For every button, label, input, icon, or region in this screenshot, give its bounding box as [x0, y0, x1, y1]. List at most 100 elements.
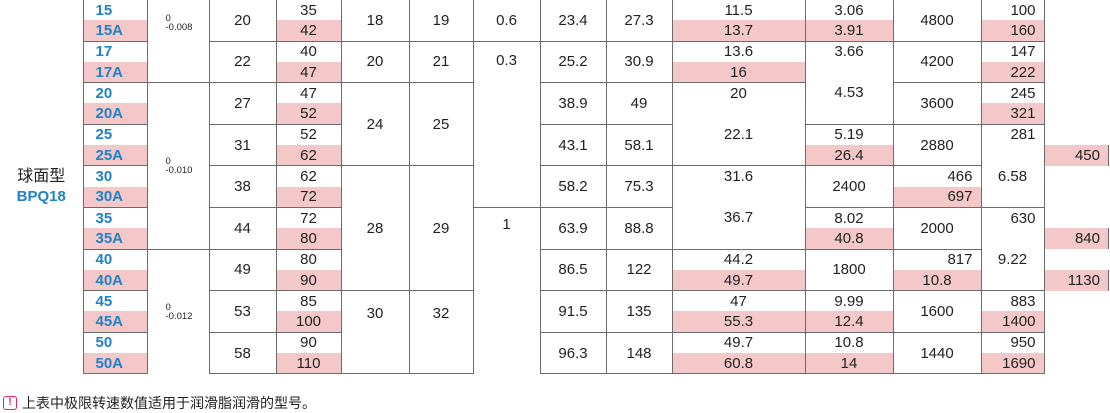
cell-c2: 62 [275, 165, 342, 187]
cell-c9: 10.8 [804, 331, 894, 354]
cell-c2: 85 [275, 290, 342, 312]
model-code: 20A [82, 103, 148, 125]
cell-c3: 24 [340, 82, 410, 167]
tolerance-upper: 0 [165, 13, 171, 24]
cell-c6: 91.5 [539, 290, 607, 333]
cell-c11: 1690 [980, 353, 1045, 375]
cell-c8: 60.8 [671, 353, 806, 375]
cell-c1: 44 [208, 206, 277, 250]
cell-c11: 245 [980, 82, 1045, 104]
cell-c2: 90 [275, 331, 342, 354]
cell-c9: 3.91 [804, 20, 894, 42]
cell-c5: 0.6 [472, 0, 541, 42]
tolerance-cell: 0 -0.010 [146, 82, 210, 250]
cell-c3: 30 [340, 290, 410, 375]
cell-c2: 80 [275, 248, 342, 270]
cell-c9: 14 [804, 353, 894, 375]
tolerance-lower: -0.008 [165, 22, 193, 33]
cell-c7: 75.3 [605, 165, 673, 208]
cell-c1: 49 [208, 248, 277, 292]
tolerance-lower: -0.012 [165, 310, 193, 322]
cell-c11: 160 [980, 20, 1045, 42]
model-code: 30 [82, 165, 148, 187]
cell-c9: 3.66 [804, 40, 894, 62]
cell-c4: 32 [408, 290, 474, 375]
category-code: BPQ18 [16, 187, 66, 205]
cell-c9: 5.19 [804, 123, 894, 146]
model-code: 17 [82, 40, 148, 62]
footnote: ! 上表中极限转速数值适用于润滑脂润滑的型号。 [3, 393, 316, 413]
cell-c4: 21 [408, 41, 474, 84]
model-code: 25A [82, 145, 148, 166]
model-code: 20 [82, 82, 148, 104]
cell-c11: 630 [980, 206, 1045, 229]
cell-c4: 19 [408, 0, 474, 42]
spec-table-wrapper: 球面型 BPQ18 15 0 -0.008 20 35 18 19 0.6 23… [0, 0, 1109, 375]
cell-c10: 1440 [892, 331, 982, 375]
model-code: 50A [82, 353, 148, 375]
cell-c9: 3.06 [804, 0, 894, 21]
cell-c11: 222 [980, 61, 1045, 83]
cell-c6: 63.9 [539, 206, 607, 250]
model-code: 35 [82, 206, 148, 229]
cell-c9: 4.53 [804, 61, 894, 125]
cell-c7: 148 [605, 331, 673, 375]
cell-c2: 110 [275, 353, 342, 375]
spec-table: 球面型 BPQ18 15 0 -0.008 20 35 18 19 0.6 23… [0, 0, 1109, 375]
cell-c8: 20 [671, 82, 806, 104]
cell-c8: 22.1 [671, 103, 806, 166]
cell-c6: 43.1 [539, 123, 607, 167]
cell-c8: 49.7 [671, 269, 806, 291]
cell-c2: 80 [275, 228, 342, 250]
cell-c2: 47 [275, 82, 342, 104]
cell-c8: 49.7 [671, 331, 806, 354]
cell-c10: 2400 [804, 165, 894, 208]
cell-c1: 53 [208, 290, 277, 333]
model-code: 40 [82, 248, 148, 270]
cell-c11: 281 [980, 123, 1045, 146]
cell-c5: 0.3 [472, 41, 541, 208]
cell-c11: 321 [980, 103, 1045, 125]
tolerance-cell: 0 -0.012 [146, 248, 210, 374]
cell-c2: 72 [275, 206, 342, 229]
cell-c8: 13.7 [671, 20, 806, 42]
cell-c8: 26.4 [804, 145, 894, 166]
cell-c11: 100 [980, 0, 1045, 21]
cell-c1: 58 [208, 331, 277, 375]
model-code: 30A [82, 186, 148, 208]
cell-c11: 147 [980, 40, 1045, 62]
model-code: 40A [82, 269, 148, 291]
tolerance-upper: 0 [165, 301, 171, 313]
footnote-text: 上表中极限转速数值适用于润滑脂润滑的型号。 [22, 395, 316, 411]
cell-c8: 11.5 [671, 0, 806, 21]
cell-c8: 16 [671, 61, 806, 83]
cell-c2: 90 [275, 269, 342, 291]
cell-c1: 31 [208, 123, 277, 167]
cell-c1: 20 [208, 0, 277, 42]
cell-c8: 40.8 [804, 228, 894, 250]
cell-c9: 12.4 [804, 311, 894, 333]
cell-c10: 4200 [892, 41, 982, 84]
model-code: 17A [82, 61, 148, 83]
cell-c2: 52 [275, 103, 342, 125]
cell-c10: 1600 [892, 290, 982, 333]
cell-c6: 25.2 [539, 41, 607, 84]
cell-c11: 883 [980, 290, 1045, 312]
cell-c2: 40 [275, 40, 342, 62]
cell-c4: 29 [408, 165, 474, 292]
cell-c11: 697 [892, 186, 982, 208]
cell-c3: 18 [340, 0, 410, 42]
cell-c8: 13.6 [671, 40, 806, 62]
category-label: 球面型 BPQ18 [0, 0, 84, 374]
category-name: 球面型 [17, 167, 66, 185]
cell-c7: 122 [605, 248, 673, 292]
tolerance-lower: -0.010 [165, 164, 193, 176]
cell-c10: 4800 [892, 0, 982, 42]
model-code: 45A [82, 311, 148, 333]
cell-c2: 100 [275, 311, 342, 333]
cell-c3: 28 [340, 165, 410, 292]
model-code: 50 [82, 331, 148, 354]
cell-c7: 58.1 [605, 123, 673, 167]
cell-c8: 47 [671, 290, 806, 312]
cell-c7: 135 [605, 290, 673, 333]
